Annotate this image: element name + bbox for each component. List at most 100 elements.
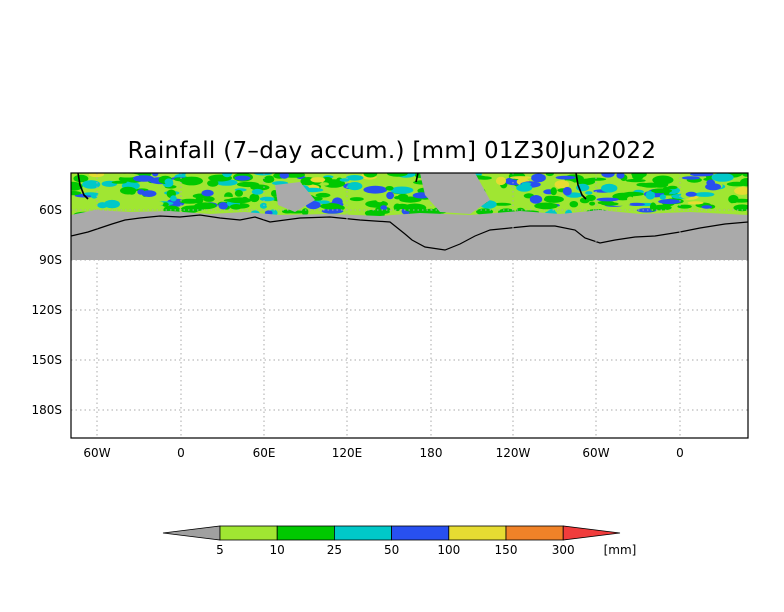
rainfall-cell [363, 185, 388, 194]
rainfall-cell [207, 179, 219, 187]
rainfall-cell [111, 180, 127, 184]
rainfall-cell [690, 173, 714, 177]
rainfall-cell [653, 189, 661, 194]
rainfall-cell [555, 175, 576, 180]
rainfall-cell [141, 190, 157, 198]
rainfall-cell [222, 173, 233, 178]
rainfall-cell [88, 173, 105, 178]
colorbar-level: 5 [216, 543, 224, 557]
rainfall-cell [310, 177, 326, 183]
rainfall-cell [651, 204, 672, 211]
rainfall-cell [529, 195, 543, 204]
rainfall-cell [667, 185, 678, 190]
rainfall-cell [375, 194, 384, 203]
lat-label: 60S [39, 203, 62, 217]
dry-patch [420, 173, 490, 214]
rainfall-cell [218, 202, 228, 210]
rainfall-cell [516, 184, 533, 192]
colorbar-legend: 5 10 25 50 100 150 300 [mm] [162, 525, 636, 557]
rainfall-cell [345, 175, 364, 181]
rainfall-cell [562, 186, 572, 196]
rainfall-cell [586, 177, 607, 181]
lat-label: 150S [31, 353, 62, 367]
rainfall-cell [164, 178, 174, 186]
colorbar-swatch [448, 525, 507, 541]
rainfall-cell [685, 191, 697, 197]
rainfall-cell [627, 196, 634, 202]
rainfall-cell [363, 173, 378, 178]
rainfall-cell [194, 202, 217, 210]
map-title: Rainfall (7–day accum.) [mm] 01Z30Jun202… [127, 138, 657, 164]
colorbar-swatch [276, 525, 335, 541]
longitude-axis: 60W 0 60E 120E 180 120W 60W 0 [83, 446, 683, 460]
rainfall-cell [622, 191, 644, 197]
rainfall-cell [550, 187, 557, 196]
rainfall-cell [180, 176, 204, 186]
lon-label: 120W [496, 446, 531, 460]
rainfall-cell [734, 186, 748, 195]
no-data-region [71, 260, 748, 438]
rainfall-cell [601, 183, 618, 193]
rainfall-cell [649, 202, 657, 212]
rainfall-cell [719, 204, 731, 209]
lon-label: 0 [177, 446, 185, 460]
rainfall-cell [234, 189, 243, 197]
rainfall-cell [585, 191, 593, 195]
rainfall-cell [71, 191, 82, 196]
rainfall-cell [596, 197, 619, 202]
rainfall-cell [170, 195, 177, 202]
rainfall-cell [706, 179, 716, 187]
rainfall-cell [659, 194, 666, 200]
rainfall-cell [301, 208, 309, 216]
rainfall-cell [174, 177, 185, 182]
rainfall-cell [569, 201, 579, 208]
rainfall-cell [733, 204, 748, 212]
lon-label: 120E [332, 446, 363, 460]
rainfall-cell [73, 174, 89, 183]
rainfall-cell [386, 173, 408, 177]
rainfall-cell [628, 202, 645, 206]
rainfall-cell [253, 173, 273, 176]
lon-label: 180 [420, 446, 443, 460]
colorbar-swatch [333, 525, 392, 541]
rainfall-cell [521, 182, 532, 186]
rainfall-cell [677, 204, 692, 209]
rainfall-cell [740, 178, 748, 187]
rainfall-cell [601, 173, 615, 178]
rainfall-cell [711, 173, 734, 182]
colorbar-level: 25 [327, 543, 342, 557]
rainfall-cell [544, 195, 556, 200]
rainfall-cell [320, 182, 329, 186]
rainfall-cell [234, 175, 251, 181]
colorbar-swatch [219, 525, 278, 541]
colorbar-level: 10 [270, 543, 285, 557]
rainfall-cell [632, 173, 644, 180]
rainfall-cell [385, 186, 394, 191]
rainfall-cell [394, 196, 402, 200]
colorbar-swatch [505, 525, 564, 541]
rainfall-cell [223, 198, 247, 203]
rainfall-cell [658, 199, 681, 205]
rainfall-cell [601, 202, 619, 206]
rainfall-cell [262, 176, 275, 184]
rainfall-cell [259, 196, 275, 202]
rainfall-cell [201, 189, 214, 197]
rainfall-cell [251, 188, 264, 195]
lon-label: 60W [582, 446, 609, 460]
rainfall-cell [386, 191, 394, 200]
rainfall-cell [681, 176, 701, 180]
lat-label: 90S [39, 253, 62, 267]
lat-label: 180S [31, 403, 62, 417]
antarctica-coastline [71, 214, 748, 251]
rainfall-cell [180, 205, 199, 214]
graticule [71, 173, 748, 438]
colorbar-over-triangle [562, 525, 621, 541]
rainfall-cell [640, 182, 663, 188]
rainfall-cell [128, 189, 136, 195]
rainfall-cell [82, 180, 101, 189]
rainfall-cell [372, 209, 390, 215]
rainfall-cell [319, 204, 342, 209]
colorbar-level: 50 [384, 543, 399, 557]
rainfall-cell [728, 194, 739, 204]
lon-label: 0 [676, 446, 684, 460]
